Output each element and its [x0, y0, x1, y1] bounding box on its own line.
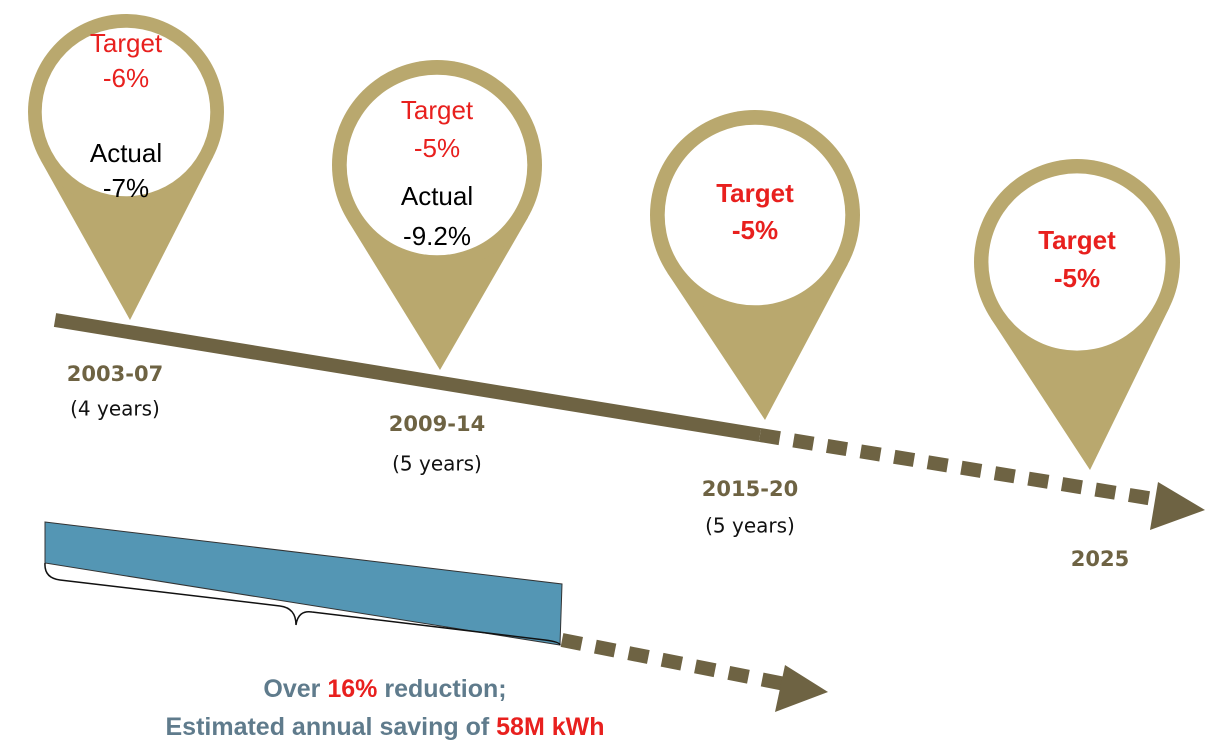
target-label: Target: [716, 178, 794, 208]
actual-label: Actual: [90, 138, 162, 168]
target-value: -5%: [414, 133, 460, 163]
summary-line2: Estimated annual saving of 58M kWh: [166, 713, 605, 741]
duration: (5 years): [392, 452, 482, 476]
actual-label: Actual: [401, 181, 473, 211]
brace: [44, 562, 561, 646]
pin-inner: [346, 74, 528, 256]
actual-value: -9.2%: [403, 221, 471, 251]
target-label: Target: [1038, 225, 1116, 255]
pin-inner: [41, 27, 211, 197]
period: 2003-07: [67, 362, 163, 386]
timeline-arrow: [1150, 482, 1205, 530]
reduction-bar: [44, 521, 563, 646]
target-value: -5%: [732, 215, 778, 245]
timeline-solid: [53, 313, 762, 442]
actual-value: -7%: [103, 173, 149, 203]
reduction-dashed: [560, 633, 792, 692]
period: 2025: [1071, 547, 1129, 571]
duration: (4 years): [70, 397, 160, 421]
summary-text: reduction;: [377, 675, 506, 703]
target-label: Target: [90, 28, 163, 58]
target-label: Target: [401, 95, 474, 125]
summary-highlight: 58M kWh: [496, 713, 604, 741]
duration: (5 years): [705, 514, 795, 538]
target-value: -5%: [1054, 263, 1100, 293]
summary-line1: Over 16% reduction;: [263, 675, 506, 703]
pin-inner: [988, 173, 1166, 351]
summary-text: Estimated annual saving of: [166, 713, 497, 741]
period: 2015-20: [702, 477, 798, 501]
pin-inner: [664, 124, 846, 306]
summary-text: Over: [263, 675, 327, 703]
reduction-arrow: [775, 665, 828, 712]
target-value: -6%: [103, 63, 149, 93]
summary-highlight: 16%: [327, 675, 377, 703]
period: 2009-14: [389, 412, 485, 436]
